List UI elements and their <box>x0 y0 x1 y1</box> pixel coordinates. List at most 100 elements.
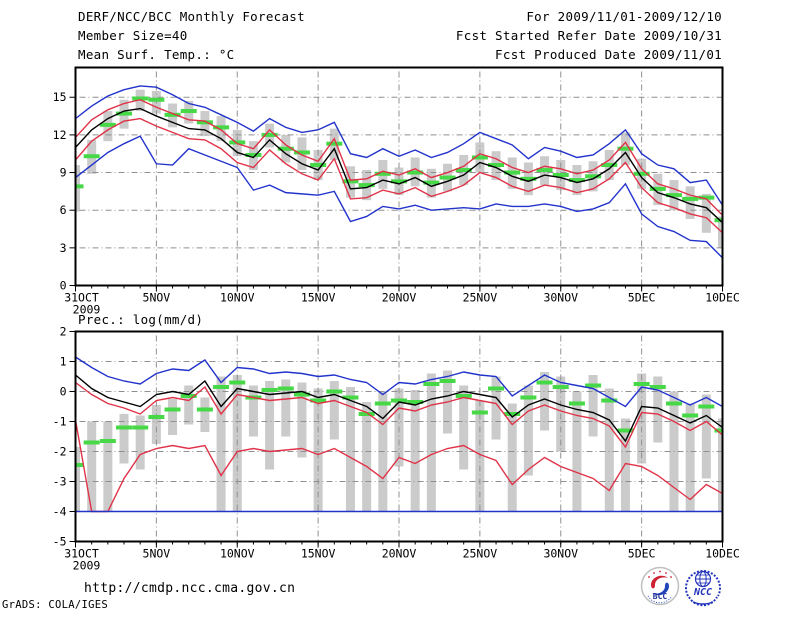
best-estimate-marker <box>310 163 327 168</box>
best-estimate-marker <box>75 463 84 467</box>
best-estimate-marker <box>132 425 149 430</box>
best-estimate-marker <box>633 171 650 176</box>
best-estimate-marker <box>649 186 666 191</box>
best-estimate-marker <box>601 398 618 403</box>
best-estimate-marker <box>164 407 181 412</box>
best-estimate-marker <box>585 174 602 179</box>
best-estimate-marker <box>116 425 133 430</box>
ensemble-spread-bar <box>701 193 711 233</box>
x-tick-label: 5DEC <box>628 547 656 561</box>
best-estimate-marker <box>326 141 343 146</box>
ensemble-spread-bar <box>701 394 711 479</box>
ensemble-spread-bar <box>491 376 501 440</box>
best-estimate-marker <box>455 168 472 173</box>
best-estimate-marker <box>488 386 505 391</box>
best-estimate-marker <box>148 415 165 419</box>
produced-date-label: Fcst Produced Date 2009/11/01 <box>495 47 722 62</box>
best-estimate-marker <box>488 163 505 168</box>
best-estimate-marker <box>358 183 375 188</box>
best-estimate-marker <box>423 180 440 185</box>
ensemble-spread-bar <box>540 372 550 431</box>
best-estimate-marker <box>439 175 456 180</box>
ensemble-spread-bar <box>313 388 323 512</box>
x-tick-label: 5NOV <box>143 547 171 561</box>
best-estimate-marker <box>342 395 359 400</box>
x-tick-label: 31OCT <box>64 291 99 305</box>
ensemble-spread-bar <box>459 385 469 470</box>
best-estimate-marker <box>568 178 585 183</box>
best-estimate-marker <box>342 179 359 184</box>
best-estimate-marker <box>455 394 472 398</box>
best-estimate-marker <box>682 413 699 418</box>
best-estimate-marker <box>536 168 553 173</box>
best-estimate-marker <box>164 112 181 117</box>
green-markers <box>75 379 723 467</box>
cmdp-url: http://cmdp.ncc.cma.gov.cn <box>84 581 296 596</box>
y-tick-label: 12 <box>53 128 67 142</box>
ensemble-spread-bar <box>685 186 695 219</box>
best-estimate-marker <box>391 179 407 184</box>
ensemble-spread-bar <box>265 381 275 470</box>
series-line-ensemble-max <box>75 356 723 408</box>
y-tick-label: -3 <box>53 475 67 489</box>
best-estimate-marker <box>261 388 278 392</box>
x-tick-label: 10NOV <box>220 291 255 305</box>
ensemble-spread-bar <box>345 387 355 512</box>
best-estimate-marker <box>116 111 133 116</box>
page-title: DERF/NCC/BCC Monthly Forecast <box>78 9 305 24</box>
x-tick-label: 5DEC <box>628 291 656 305</box>
precipitation-panel: -5 -4 -3 -2 -1 0 1 2 31OCT 5NOV 10NOV 15NOV 20NOV 25N… <box>53 325 740 573</box>
series-line-upper-quartile <box>75 99 723 216</box>
best-estimate-marker <box>682 196 699 201</box>
best-estimate-marker <box>471 410 488 415</box>
best-estimate-marker <box>617 428 634 433</box>
x-year-label: 2009 <box>73 559 101 573</box>
axis-ticks <box>69 331 723 548</box>
best-estimate-marker <box>374 401 391 406</box>
ensemble-spread-bar <box>297 382 307 458</box>
y-tick-label: 2 <box>60 325 67 339</box>
bcc-logo: BCC <box>640 566 680 606</box>
x-tick-label: 30NOV <box>543 291 578 305</box>
best-estimate-marker <box>439 379 456 383</box>
x-tick-label: 25NOV <box>463 547 498 561</box>
best-estimate-marker <box>75 184 84 189</box>
best-estimate-marker <box>83 440 100 445</box>
best-estimate-marker <box>229 140 246 145</box>
x-tick-label: 10DEC <box>705 291 740 305</box>
ensemble-spread-bar <box>410 390 420 512</box>
ensemble-spread-bar <box>151 405 161 444</box>
best-estimate-marker <box>617 146 634 151</box>
best-estimate-marker <box>358 412 375 416</box>
series-line-lower-quartile <box>75 117 723 234</box>
x-tick-label: 10NOV <box>220 547 255 561</box>
axis-labels: 0 3 6 9 12 15 31OCT 5NOV 10NOV 15NOV 20NOV 25NOV 30N… <box>53 90 740 316</box>
best-estimate-marker <box>665 401 682 406</box>
best-estimate-marker <box>568 401 585 406</box>
y-tick-label: -4 <box>53 505 67 519</box>
best-estimate-marker <box>277 146 294 151</box>
best-estimate-marker <box>585 383 602 388</box>
best-estimate-marker <box>293 150 310 155</box>
x-tick-label: 20NOV <box>382 291 417 305</box>
best-estimate-marker <box>714 218 723 223</box>
best-estimate-marker <box>245 152 262 157</box>
best-estimate-marker <box>552 173 569 178</box>
series-line-ensemble-mean <box>75 374 723 443</box>
ensemble-spread-bar <box>216 376 226 512</box>
y-tick-label: 3 <box>60 241 67 255</box>
x-tick-label: 25NOV <box>463 291 498 305</box>
best-estimate-marker <box>213 385 230 389</box>
ncc-logo-text: NCC <box>693 587 712 598</box>
series-line-lower-quartile <box>75 419 723 513</box>
x-tick-label: 20NOV <box>382 547 417 561</box>
ensemble-spread-bar <box>685 403 695 512</box>
ensemble-spread-bar <box>604 388 614 512</box>
best-estimate-marker <box>536 380 553 385</box>
forecast-range-label: For 2009/11/01-2009/12/10 <box>526 9 722 24</box>
best-estimate-marker <box>196 120 213 125</box>
best-estimate-marker <box>374 171 391 176</box>
best-estimate-marker <box>132 96 149 101</box>
series-line-upper-quartile <box>75 381 723 449</box>
best-estimate-marker <box>148 97 165 102</box>
